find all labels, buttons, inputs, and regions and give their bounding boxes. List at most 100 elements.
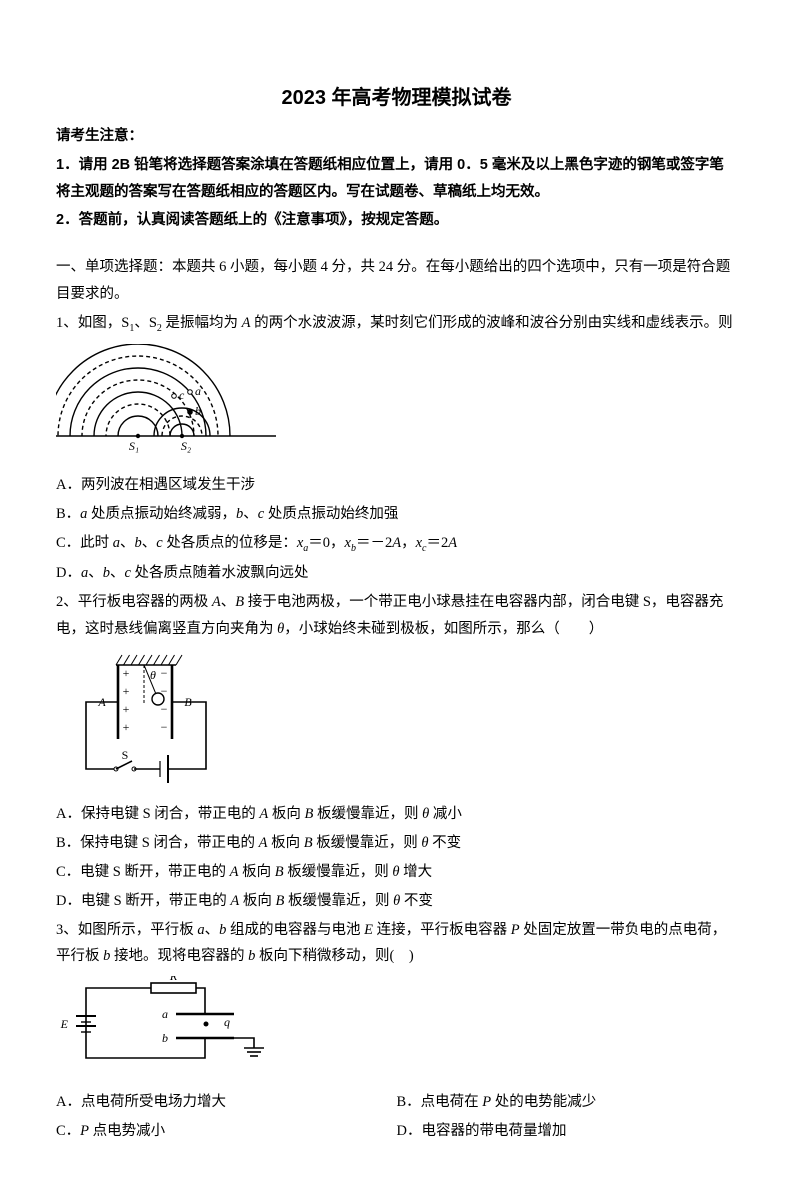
svg-text:+: + [123, 666, 130, 680]
svg-text:c: c [179, 388, 185, 402]
q2A-e: 减小 [429, 806, 462, 822]
q3-circuit-diagram: E Rab q [56, 976, 276, 1071]
q1-stem-pre: 1、如图，S [56, 315, 129, 331]
q2C-e: 增大 [399, 864, 432, 880]
q1-optC-pre: C．此时 [56, 535, 113, 551]
q1-stem: 1、如图，S1、S2 是振幅均为 A 的两个水波波源，某时刻它们形成的波峰和波谷… [56, 310, 737, 338]
q2-A: A [212, 594, 221, 610]
svg-text:θ: θ [150, 668, 156, 682]
q2B-pre: B．保持电键 S 闭合，带正电的 [56, 835, 259, 851]
q2B-B: B [304, 835, 313, 851]
svg-text:R: R [169, 976, 178, 983]
q2-m3: ，小球始终未碰到极板，如图所示，那么（ ） [284, 621, 603, 637]
q2C-m: 板向 [238, 864, 274, 880]
svg-text:a: a [195, 384, 201, 398]
q1-mid2: 是振幅均为 [162, 315, 242, 331]
q3-m1: 、 [205, 922, 220, 938]
q2-optA: A．保持电键 S 闭合，带正电的 A 板向 B 板缓慢靠近，则 θ 减小 [56, 801, 737, 828]
svg-text:b: b [162, 1031, 168, 1045]
q1-optB-m1: 处质点振动始终减弱， [87, 506, 236, 522]
svg-text:−: − [161, 666, 168, 680]
q1-optB: B．a 处质点振动始终减弱，b、c 处质点振动始终加强 [56, 501, 737, 528]
svg-text:b: b [195, 404, 201, 418]
q1-optD-m1: 、 [88, 565, 103, 581]
q3B-P: P [482, 1094, 491, 1110]
q2D-pre: D．电键 S 断开，带正电的 [56, 893, 230, 909]
q2C-B: B [275, 864, 284, 880]
q2-optD: D．电键 S 断开，带正电的 A 板向 B 板缓慢靠近，则 θ 不变 [56, 888, 737, 915]
exam-page: 2023 年高考物理模拟试卷 请考生注意： 1．请用 2B 铅笔将选择题答案涂填… [0, 0, 793, 1187]
q2C-pre: C．电键 S 断开，带正电的 [56, 864, 230, 880]
q3-P: P [511, 922, 520, 938]
q3-optB: B．点电荷在 P 处的电势能减少 [397, 1089, 738, 1116]
q1-wave-diagram: S₁ S₂ acb [56, 344, 276, 454]
notice-header: 请考生注意： [56, 123, 737, 150]
q2B-p: 板缓慢靠近，则 [313, 835, 422, 851]
q2A-A: A [259, 806, 268, 822]
q1-optD-pre: D． [56, 565, 81, 581]
q3-a: a [197, 922, 204, 938]
q2D-m: 板向 [239, 893, 275, 909]
svg-text:−: − [161, 720, 168, 734]
q2-m1: 、 [221, 594, 236, 610]
svg-text:+: + [123, 702, 130, 716]
page-title: 2023 年高考物理模拟试卷 [56, 80, 737, 117]
svg-text:+: + [123, 720, 130, 734]
q3C-post: 点电势减小 [89, 1123, 165, 1139]
q2-pre: 2、平行板电容器的两极 [56, 594, 212, 610]
svg-text:S₁: S₁ [129, 439, 139, 453]
q2A-p: 板缓慢靠近，则 [313, 806, 422, 822]
svg-text:S: S [122, 748, 129, 762]
q1-optC-cm: ， [401, 535, 416, 551]
q3C-P: P [80, 1123, 89, 1139]
q3C-pre: C． [56, 1123, 80, 1139]
svg-text:q: q [224, 1015, 230, 1029]
q1-optC-A3: A [448, 535, 457, 551]
q2-figure: AB+−+−+−+−θS [56, 649, 737, 794]
svg-text:a: a [162, 1007, 168, 1021]
q3-m5: 接地。现将电容器的 [110, 948, 248, 964]
q3-opts-row2: C．P 点电势减小 D．电容器的带电荷量增加 [56, 1118, 737, 1147]
svg-text:E: E [60, 1017, 69, 1031]
q1-optC-eq2: ＝－2 [356, 535, 392, 551]
q2A-pre: A．保持电键 S 闭合，带正电的 [56, 806, 259, 822]
q1-optC-eq1: ＝0， [308, 535, 344, 551]
notice-2: 2．答题前，认真阅读答题纸上的《注意事项》，按规定答题。 [56, 207, 737, 234]
q1-optB-m2: 、 [243, 506, 258, 522]
q3-stem: 3、如图所示，平行板 a、b 组成的电容器与电池 E 连接，平行板电容器 P 处… [56, 917, 737, 971]
q1-optC-eq3: ＝2 [426, 535, 448, 551]
q3-opts-row1: A．点电荷所受电场力增大 B．点电荷在 P 处的电势能减少 [56, 1089, 737, 1118]
q3-m2: 组成的电容器与电池 [226, 922, 364, 938]
q1-A: A [242, 315, 251, 331]
q2-optB: B．保持电键 S 闭合，带正电的 A 板向 B 板缓慢靠近，则 θ 不变 [56, 830, 737, 857]
q1-optC-m3: 处各质点的位移是： [163, 535, 297, 551]
q1-optC-m2: 、 [142, 535, 157, 551]
q1-optD: D．a、b、c 处各质点随着水波飘向远处 [56, 560, 737, 587]
q1-optC-a: a [113, 535, 120, 551]
q2D-p: 板缓慢靠近，则 [284, 893, 393, 909]
notice-1: 1．请用 2B 铅笔将选择题答案涂填在答题纸相应位置上，请用 0．5 毫米及以上… [56, 152, 737, 206]
q3-optA: A．点电荷所受电场力增大 [56, 1089, 397, 1116]
q1-post: 的两个水波波源，某时刻它们形成的波峰和波谷分别由实线和虚线表示。则 [251, 315, 733, 331]
q1-figure: S₁ S₂ acb [56, 344, 737, 464]
q3B-post: 处的电势能减少 [491, 1094, 596, 1110]
q1-mid1: 、S [134, 315, 157, 331]
q3-E: E [364, 922, 373, 938]
q1-optD-m2: 、 [110, 565, 125, 581]
q3-figure: E Rab q [56, 976, 737, 1081]
q1-optD-b: b [103, 565, 110, 581]
q3-m3: 连接，平行板电容器 [373, 922, 511, 938]
q1-optC-m1: 、 [120, 535, 135, 551]
q1-optB-pre: B． [56, 506, 80, 522]
q2-stem: 2、平行板电容器的两极 A、B 接于电池两极，一个带正电小球悬挂在电容器内部，闭… [56, 589, 737, 643]
q2D-e: 不变 [400, 893, 433, 909]
q2B-e: 不变 [428, 835, 461, 851]
q2-circuit-diagram: AB+−+−+−+−θS [56, 649, 226, 784]
q2A-m: 板向 [268, 806, 304, 822]
q2C-p: 板缓慢靠近，则 [284, 864, 393, 880]
q3-m6: 板向下稍微移动，则( ) [255, 948, 413, 964]
q1-optC-b: b [135, 535, 142, 551]
q3-pre: 3、如图所示，平行板 [56, 922, 197, 938]
svg-text:S₂: S₂ [181, 439, 191, 453]
q2-optC: C．电键 S 断开，带正电的 A 板向 B 板缓慢靠近，则 θ 增大 [56, 859, 737, 886]
